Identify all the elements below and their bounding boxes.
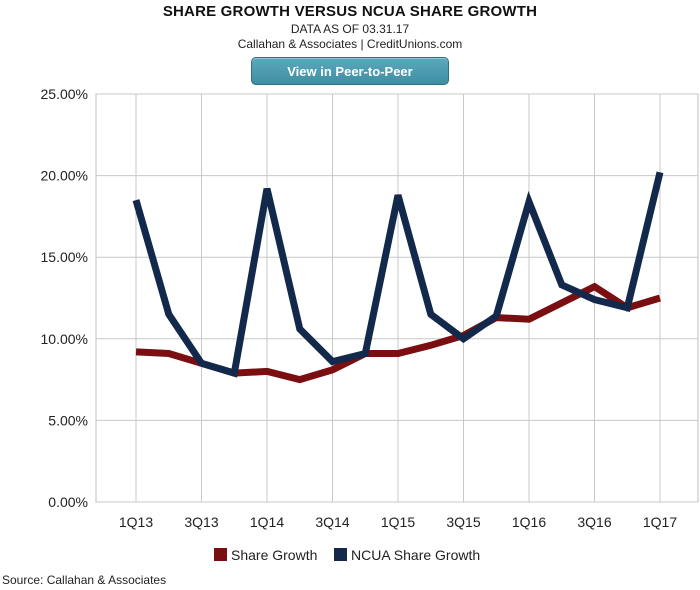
axis-layer: 0.00% 5.00% 10.00% 15.00% 20.00% 25.00% 1Q13 3Q… (41, 86, 678, 530)
y-tick-label: 15.00% (41, 249, 88, 265)
grid-layer (95, 93, 699, 503)
y-tick-label: 5.00% (48, 412, 88, 428)
y-tick-label: 0.00% (48, 494, 88, 510)
x-tick-label: 3Q16 (577, 514, 611, 530)
legend-label: Share Growth (231, 547, 317, 563)
view-in-peer-to-peer-button[interactable]: View in Peer-to-Peer (251, 57, 449, 85)
x-tick-label: 1Q16 (512, 514, 546, 530)
x-tick-label: 1Q13 (119, 514, 153, 530)
legend-swatch-share-growth (214, 548, 227, 561)
source-credit-line: Callahan & Associates | CreditUnions.com (237, 37, 463, 51)
legend-label: NCUA Share Growth (351, 547, 480, 563)
x-tick-label: 3Q15 (446, 514, 480, 530)
x-tick-label: 1Q17 (643, 514, 677, 530)
legend-swatch-ncua-share-growth (334, 548, 347, 561)
chart-title: SHARE GROWTH VERSUS NCUA SHARE GROWTH (162, 3, 538, 20)
footer-source: Source: Callahan & Associates (2, 573, 167, 587)
chart-header: SHARE GROWTH VERSUS NCUA SHARE GROWTH DA… (0, 0, 700, 51)
x-tick-label: 1Q15 (381, 514, 415, 530)
legend-item-share-growth: Share Growth (214, 547, 317, 563)
x-tick-label: 3Q13 (184, 514, 218, 530)
y-tick-label: 10.00% (41, 331, 88, 347)
y-tick-label: 25.00% (41, 86, 88, 102)
y-tick-label: 20.00% (41, 168, 88, 184)
x-tick-label: 1Q14 (250, 514, 284, 530)
data-date-label: DATA AS OF 03.31.17 (290, 22, 410, 36)
legend: Share Growth NCUA Share Growth (214, 547, 480, 563)
series-layer (132, 171, 664, 384)
x-tick-label: 3Q14 (315, 514, 349, 530)
legend-item-ncua-share-growth: NCUA Share Growth (334, 547, 480, 563)
series-line-ncua-share-growth (132, 171, 664, 378)
